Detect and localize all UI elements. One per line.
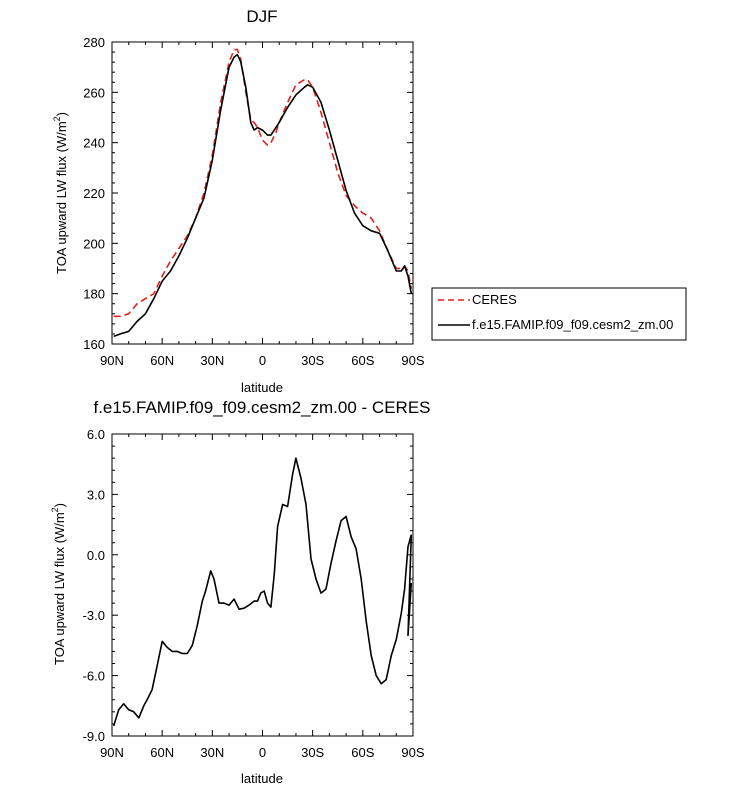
top-y-axis-label: TOA upward LW flux (W/m2) [52, 112, 69, 274]
top-y-tick-label: 180 [83, 287, 105, 302]
bottom-plot-area: 90N 60N 30N 0 30S 60S 90S -9.0 -6.0 -3.0 0.0 3.0 6.0 [83, 427, 425, 760]
bottom-x-tick-label: 60S [351, 745, 374, 760]
legend-label-model: f.e15.FAMIP.f09_f09.cesm2_zm.00 [472, 317, 673, 332]
bottom-plot-frame [111, 433, 414, 737]
legend-label-ceres: CERES [472, 292, 517, 307]
bottom-series-line-tail [407, 534, 413, 637]
top-series-line-0 [113, 48, 413, 318]
top-x-axis-label: latitude [241, 380, 283, 395]
top-x-tick-label: 60N [150, 353, 174, 368]
bottom-y-axis-label: TOA upward LW flux (W/m2) [50, 503, 67, 665]
bottom-y-tick-label: -9.0 [83, 729, 105, 744]
bottom-x-tick-label: 60N [150, 745, 174, 760]
bottom-x-axis-label: latitude [241, 771, 283, 786]
bottom-chart-title: f.e15.FAMIP.f09_f09.cesm2_zm.00 - CERES [93, 398, 430, 417]
top-x-tick-label: 30N [200, 353, 224, 368]
top-y-tick-label: 220 [83, 186, 105, 201]
bottom-x-tick-label: 90S [401, 745, 424, 760]
top-y-tick-label: 200 [83, 236, 105, 251]
bottom-y-tick-label: 6.0 [87, 427, 105, 442]
bottom-panel: f.e15.FAMIP.f09_f09.cesm2_zm.00 - CERES … [50, 398, 431, 786]
top-x-tick-label: 90S [401, 353, 424, 368]
bottom-y-tick-label: -6.0 [83, 669, 105, 684]
top-plot-area: 90N 60N 30N 0 30S 60S 90S 160 180 200 220 240 260 280 [83, 35, 425, 368]
legend-box [431, 287, 687, 341]
legend: CERES f.e15.FAMIP.f09_f09.cesm2_zm.00 [431, 287, 687, 341]
bottom-x-tick-label: 30S [301, 745, 324, 760]
top-x-tick-label: 0 [259, 353, 266, 368]
top-y-tick-label: 240 [83, 136, 105, 151]
top-y-tick-label: 280 [83, 35, 105, 50]
top-chart-title: DJF [246, 7, 277, 26]
bottom-x-tick-label: 0 [259, 745, 266, 760]
top-x-tick-label: 90N [100, 353, 124, 368]
bottom-y-axis-label-sup: 2 [50, 507, 60, 512]
top-panel: DJF 90N 60N 30N 0 30S 60S 90S 160 180 200 220 240 26… [52, 7, 425, 395]
bottom-y-tick-label: 3.0 [87, 487, 105, 502]
bottom-y-tick-label: -3.0 [83, 608, 105, 623]
top-y-tick-label: 160 [83, 337, 105, 352]
top-series-line-1 [113, 53, 413, 338]
bottom-y-axis-label-main: TOA upward LW flux (W/m [52, 512, 67, 665]
top-x-tick-label: 60S [351, 353, 374, 368]
top-x-tick-label: 30S [301, 353, 324, 368]
top-y-axis-label-main: TOA upward LW flux (W/m [54, 121, 69, 274]
bottom-x-tick-label: 90N [100, 745, 124, 760]
top-plot-frame [111, 41, 414, 345]
bottom-series-line-0 [112, 457, 413, 727]
top-y-axis-label-close: ) [54, 112, 69, 116]
top-y-axis-label-sup: 2 [52, 116, 62, 121]
bottom-y-axis-label-close: ) [52, 503, 67, 507]
bottom-y-tick-label: 0.0 [87, 548, 105, 563]
top-y-tick-label: 260 [83, 85, 105, 100]
bottom-x-tick-label: 30N [200, 745, 224, 760]
